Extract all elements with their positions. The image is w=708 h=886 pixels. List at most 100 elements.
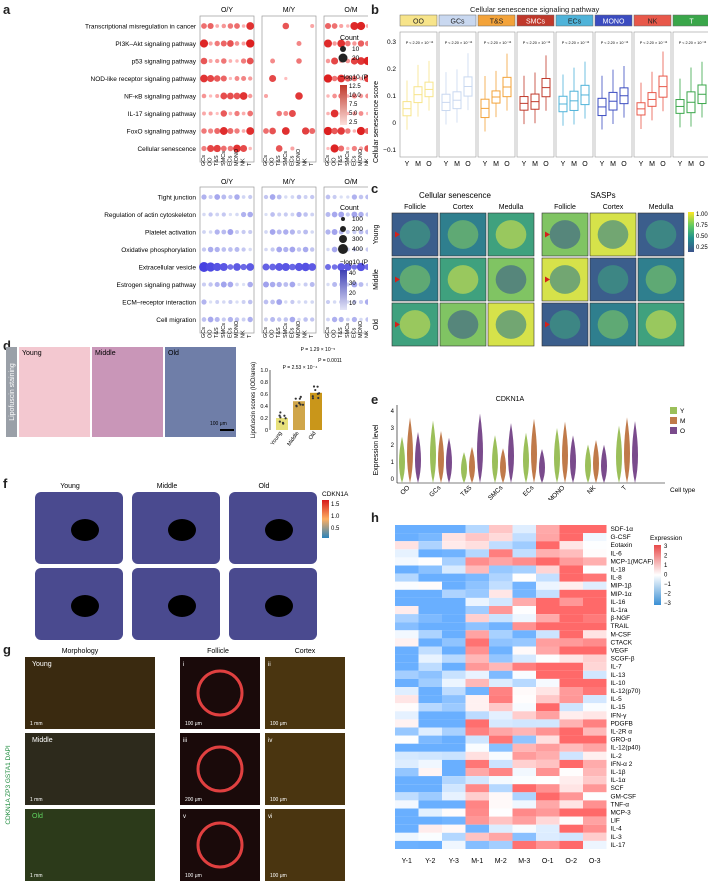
b-group-label: ECs [568, 19, 582, 26]
e-violin [585, 444, 591, 483]
b-group-header [477, 14, 516, 27]
celltype-tick: NK [241, 330, 247, 338]
b-xcat: M [649, 161, 655, 168]
dot-top [240, 58, 247, 64]
h-cell [489, 525, 513, 534]
dot-top [228, 76, 233, 81]
h-cell [395, 759, 419, 768]
dot-bottom [235, 230, 239, 234]
b-group-header [633, 14, 672, 27]
dot-top [234, 110, 240, 117]
h-cell [418, 695, 442, 704]
h-cell [395, 541, 419, 550]
d-point [299, 395, 302, 398]
dot-bottom [248, 194, 253, 200]
h-cell [395, 606, 419, 615]
c-col: Cortex [453, 204, 474, 211]
dot-top [247, 110, 254, 117]
e-violin [632, 421, 638, 483]
term-bottom: Regulation of actin cytoskeleton [104, 212, 196, 219]
celltype-tick: ECs [227, 327, 233, 338]
dot-bottom [201, 194, 207, 200]
b-xcat: Y [444, 161, 449, 168]
dot-top [290, 146, 295, 151]
h-cell [465, 549, 489, 558]
h-row-label: MCP-3 [611, 810, 632, 817]
celltype-tick: T&S [276, 327, 282, 338]
dot-bottom [248, 247, 252, 252]
legend-count-dot [340, 46, 346, 52]
dot-top [364, 145, 368, 152]
c-blob [549, 265, 581, 294]
dot-bottom [227, 281, 234, 288]
h-cell [559, 800, 583, 809]
b-ytick: −0.1 [383, 147, 396, 154]
panel-letter-a: a [3, 2, 11, 17]
panel-b-title: Cellular senescence signaling pathway [470, 5, 600, 14]
h-cell [559, 735, 583, 744]
dot-bottom [290, 299, 295, 305]
dot-top [227, 23, 234, 29]
h-cell [583, 525, 607, 534]
dot-top [337, 39, 346, 48]
d-ytick: 0 [265, 428, 268, 434]
legend-p-title-b: −log10 (P value) [340, 259, 368, 266]
g-cortex-image [265, 657, 345, 729]
e-xcat: T&S [460, 484, 474, 498]
b-pval: P < 2.20 × 10⁻¹⁶ [484, 41, 512, 45]
h-cell [536, 654, 560, 663]
h-cell [512, 565, 536, 574]
h-row-label: SCF [611, 785, 624, 792]
dot-bottom [199, 262, 209, 272]
h-col-label: Y-3 [449, 858, 459, 865]
c-blob [447, 310, 479, 339]
d-side-box [6, 347, 17, 437]
h-cell [418, 654, 442, 663]
h-cell [489, 784, 513, 793]
celltype-tick: T&S [214, 327, 220, 338]
dot-bottom [364, 299, 368, 305]
f-scale-value: 1.5 [331, 502, 340, 508]
h-cell [512, 541, 536, 550]
h-cell [536, 670, 560, 679]
d-point [311, 397, 315, 400]
b-xcat: O [660, 161, 666, 168]
dot-bottom [202, 230, 206, 234]
d-point [279, 411, 282, 414]
dot-bottom [331, 246, 338, 253]
h-cell [512, 719, 536, 728]
h-cell [512, 727, 536, 736]
term-bottom: ECM–receptor interaction [122, 300, 196, 307]
b-ytick: 0.1 [387, 93, 396, 100]
f-hole [168, 595, 196, 617]
h-cell [395, 525, 419, 534]
dot-top [214, 40, 220, 47]
h-cell [559, 622, 583, 631]
h-cell [536, 824, 560, 833]
dot-top [356, 21, 366, 31]
h-row-label: β-NGF [611, 615, 631, 622]
h-cell [442, 800, 466, 809]
h-cell [559, 727, 583, 736]
dot-top [200, 74, 208, 83]
h-cell [465, 711, 489, 720]
g-follicle-ring [196, 745, 244, 793]
f-hole [71, 519, 99, 541]
dot-bottom [331, 264, 338, 270]
dot-top [330, 109, 339, 118]
h-cell [512, 840, 536, 849]
celltype-tick: NK [365, 158, 368, 166]
f-hole [265, 519, 293, 541]
b-xcat: O [543, 161, 549, 168]
b-xcat: Y [483, 161, 488, 168]
dot-bottom [351, 194, 358, 200]
dot-bottom [214, 316, 220, 323]
h-cell [489, 630, 513, 639]
h-cell [559, 792, 583, 801]
h-cell [536, 768, 560, 777]
dot-top [331, 127, 338, 135]
dot-bottom [214, 229, 220, 235]
h-cell [418, 735, 442, 744]
h-cell [512, 824, 536, 833]
h-cell [395, 768, 419, 777]
